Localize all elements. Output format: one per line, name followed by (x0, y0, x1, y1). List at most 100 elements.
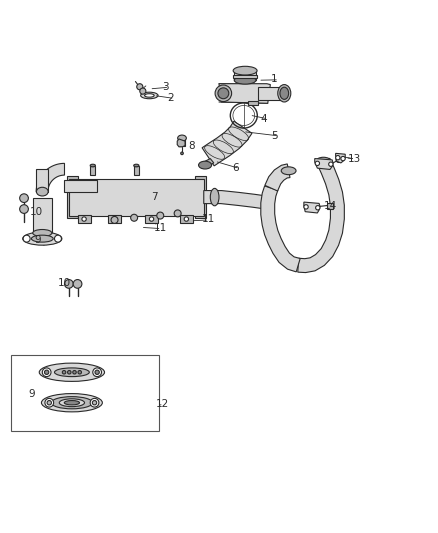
Circle shape (54, 235, 61, 242)
Bar (134, 166, 139, 175)
Circle shape (341, 156, 345, 161)
Circle shape (64, 279, 73, 288)
Bar (248, 101, 258, 106)
Circle shape (78, 370, 81, 374)
Polygon shape (199, 158, 214, 168)
Circle shape (90, 398, 99, 407)
Circle shape (20, 205, 28, 213)
Ellipse shape (134, 164, 139, 167)
Ellipse shape (141, 92, 158, 99)
Bar (108, 215, 121, 223)
Text: 9: 9 (28, 389, 35, 399)
Ellipse shape (198, 161, 212, 169)
Circle shape (316, 206, 320, 210)
Circle shape (149, 217, 154, 221)
Circle shape (45, 398, 53, 407)
Bar (145, 215, 158, 223)
Polygon shape (202, 121, 252, 166)
Text: 11: 11 (154, 223, 167, 233)
Circle shape (174, 210, 181, 217)
Circle shape (181, 152, 184, 155)
Ellipse shape (32, 235, 53, 242)
Polygon shape (36, 163, 64, 192)
Text: 10: 10 (30, 207, 43, 217)
Ellipse shape (233, 66, 257, 75)
Ellipse shape (280, 87, 289, 99)
Ellipse shape (145, 94, 154, 97)
Circle shape (42, 368, 51, 377)
Ellipse shape (281, 167, 296, 175)
Circle shape (92, 400, 97, 405)
Text: 2: 2 (167, 93, 173, 103)
Polygon shape (219, 84, 270, 103)
Circle shape (111, 216, 118, 223)
Text: 12: 12 (156, 399, 169, 409)
Circle shape (137, 84, 143, 90)
Bar (78, 215, 91, 223)
Ellipse shape (210, 188, 219, 206)
Circle shape (113, 217, 117, 221)
Circle shape (23, 235, 30, 242)
Bar (233, 75, 257, 78)
Circle shape (140, 88, 146, 94)
Ellipse shape (42, 393, 102, 412)
Text: 7: 7 (152, 192, 158, 202)
Circle shape (73, 279, 82, 288)
Ellipse shape (64, 400, 80, 405)
Polygon shape (315, 158, 333, 169)
Text: 1: 1 (271, 75, 278, 84)
Text: 11: 11 (201, 214, 215, 224)
Circle shape (95, 370, 99, 375)
Bar (11, 355, 159, 431)
Polygon shape (298, 158, 344, 272)
Polygon shape (261, 186, 300, 272)
Circle shape (20, 194, 28, 203)
Text: 8: 8 (188, 141, 195, 150)
Bar (67, 176, 78, 218)
Bar (234, 70, 256, 80)
Bar (64, 180, 97, 192)
Polygon shape (304, 202, 320, 213)
Bar (36, 169, 48, 192)
Ellipse shape (316, 157, 331, 165)
Text: 4: 4 (260, 114, 267, 124)
Ellipse shape (39, 363, 105, 382)
Ellipse shape (90, 164, 95, 167)
Ellipse shape (215, 85, 232, 102)
Text: 13: 13 (347, 154, 360, 164)
Bar (179, 138, 185, 146)
Text: 10: 10 (58, 278, 71, 288)
Bar (195, 176, 206, 218)
Circle shape (47, 400, 51, 405)
Text: 6: 6 (232, 163, 239, 173)
Circle shape (328, 162, 333, 166)
Circle shape (336, 157, 341, 163)
Circle shape (73, 370, 76, 374)
Ellipse shape (36, 187, 48, 196)
Bar (258, 87, 286, 100)
Ellipse shape (218, 88, 229, 99)
Ellipse shape (234, 76, 256, 84)
Circle shape (184, 217, 188, 221)
Bar (180, 215, 193, 223)
Circle shape (62, 370, 66, 374)
Circle shape (82, 217, 86, 221)
Bar (90, 166, 95, 175)
Ellipse shape (51, 397, 92, 409)
Ellipse shape (33, 230, 52, 237)
Polygon shape (265, 164, 290, 191)
Ellipse shape (54, 368, 89, 377)
Ellipse shape (23, 232, 62, 245)
Text: 9: 9 (34, 236, 41, 245)
Circle shape (157, 212, 164, 219)
Ellipse shape (278, 85, 291, 102)
Bar (33, 198, 52, 233)
Circle shape (336, 156, 340, 160)
Circle shape (45, 370, 49, 375)
Text: 14: 14 (323, 201, 337, 212)
Bar (69, 179, 204, 215)
Polygon shape (204, 191, 268, 209)
Circle shape (67, 370, 71, 374)
Ellipse shape (59, 399, 85, 407)
Bar (327, 203, 333, 208)
